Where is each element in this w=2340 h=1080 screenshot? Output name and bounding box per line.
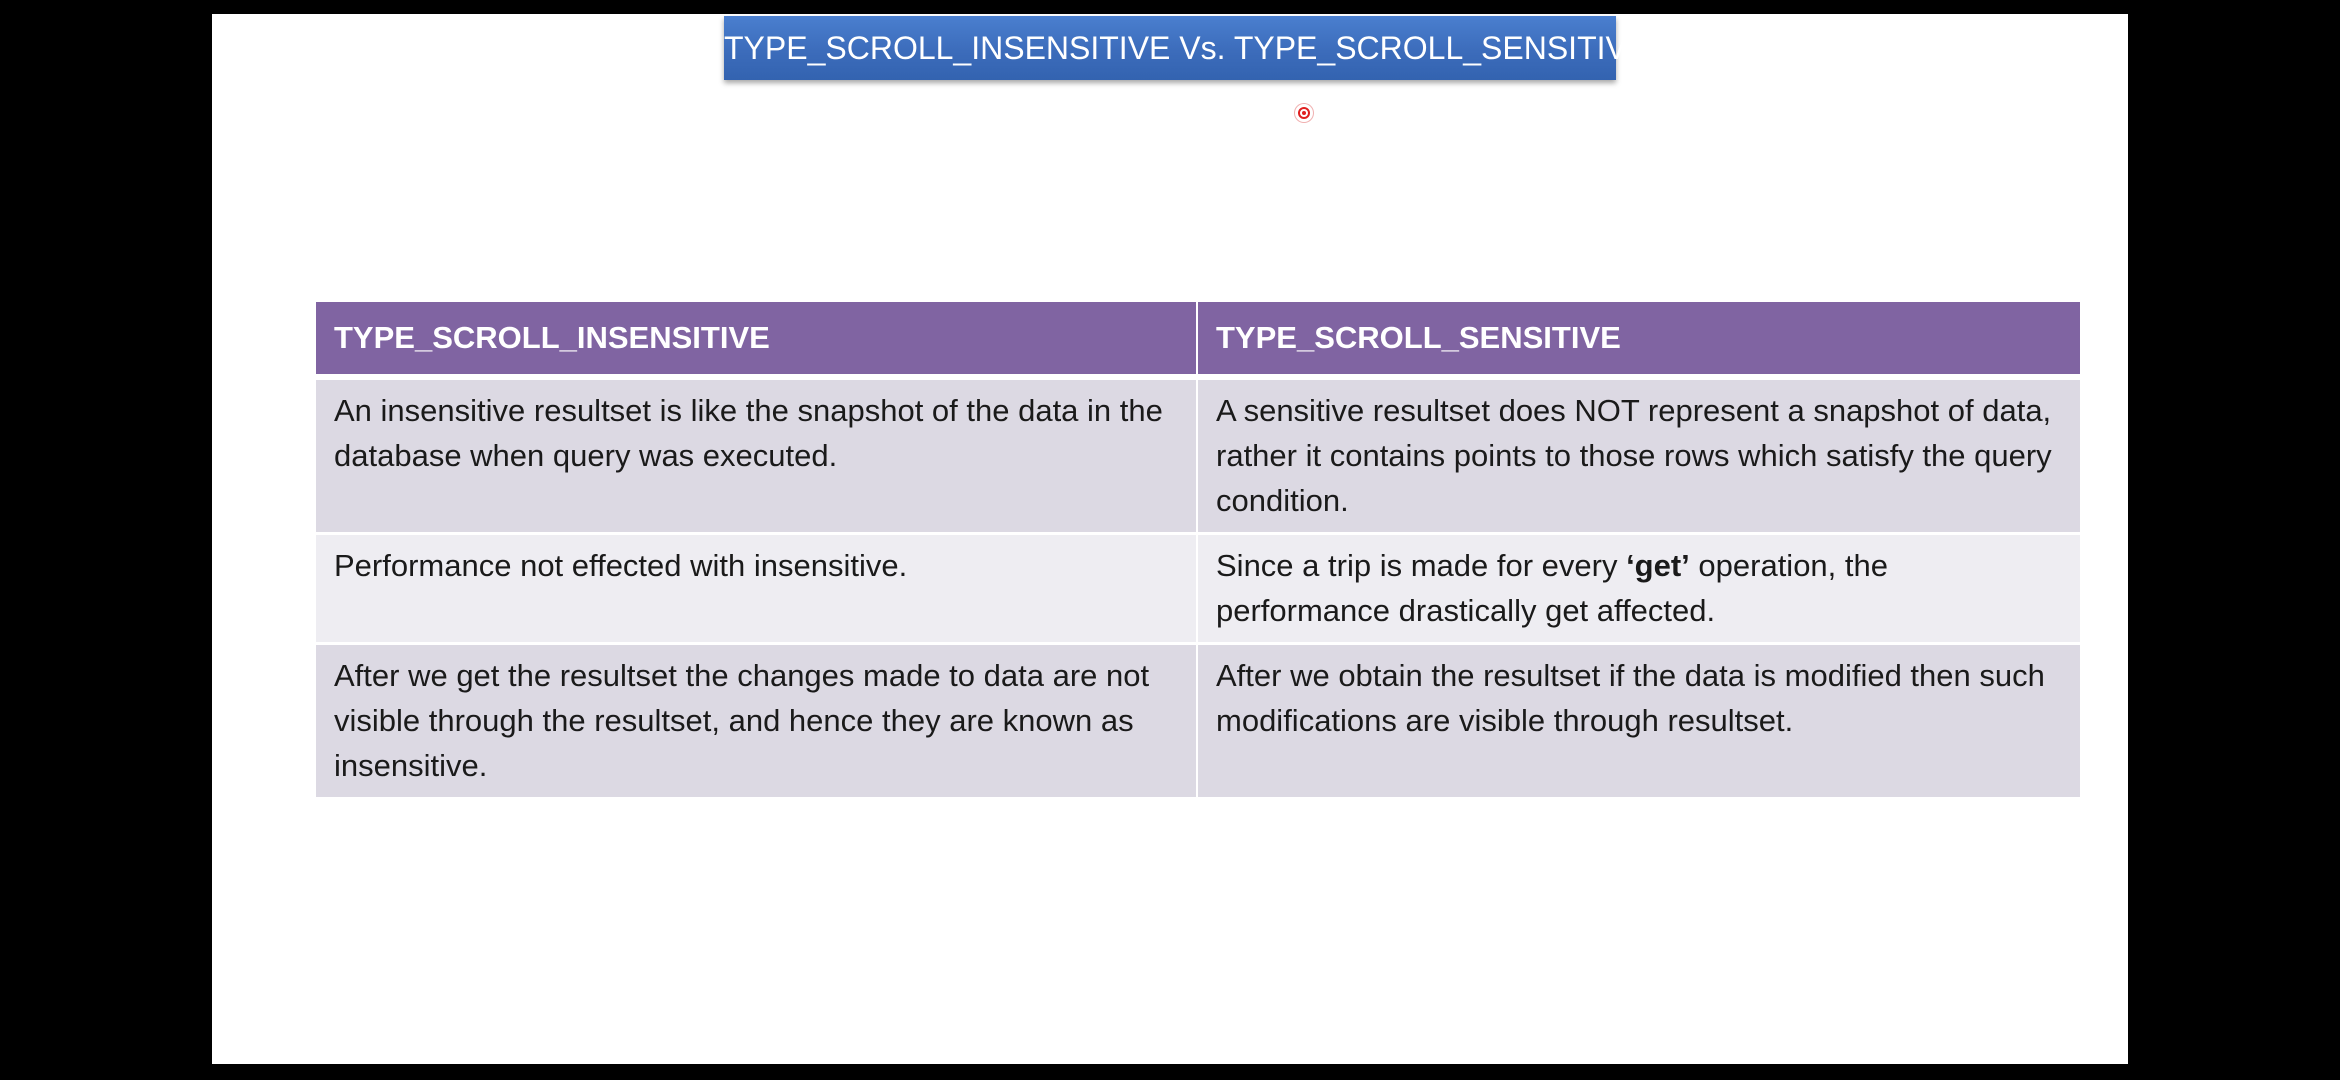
table-header-row: TYPE_SCROLL_INSENSITIVE TYPE_SCROLL_SENS… <box>316 302 2080 380</box>
cell-text-after: operation, the performance drastically g… <box>1216 548 1888 628</box>
header-sensitive: TYPE_SCROLL_SENSITIVE <box>1197 302 2080 380</box>
cell-sensitive: A sensitive resultset does NOT represent… <box>1197 377 2080 535</box>
table-row: After we get the resultset the changes m… <box>316 643 2080 800</box>
cell-insensitive: An insensitive resultset is like the sna… <box>316 377 1198 535</box>
cell-insensitive: Performance not effected with insensitiv… <box>316 533 1198 645</box>
slide-title: TYPE_SCROLL_INSENSITIVE Vs. TYPE_SCROLL_… <box>724 16 1648 80</box>
cell-text-bold: ‘get’ <box>1626 548 1690 583</box>
cell-sensitive: After we obtain the resultset if the dat… <box>1197 643 2080 800</box>
cell-insensitive: After we get the resultset the changes m… <box>316 643 1198 800</box>
cell-sensitive: Since a trip is made for every ‘get’ ope… <box>1197 533 2080 645</box>
cell-text-before: Since a trip is made for every <box>1216 548 1627 583</box>
header-insensitive: TYPE_SCROLL_INSENSITIVE <box>316 302 1198 380</box>
table-row: Performance not effected with insensitiv… <box>316 533 2080 645</box>
laser-pointer-icon <box>1295 104 1313 122</box>
table-row: An insensitive resultset is like the sna… <box>316 377 2080 535</box>
comparison-table: TYPE_SCROLL_INSENSITIVE TYPE_SCROLL_SENS… <box>316 302 2080 800</box>
slide: TYPE_SCROLL_INSENSITIVE Vs. TYPE_SCROLL_… <box>212 14 2128 1064</box>
